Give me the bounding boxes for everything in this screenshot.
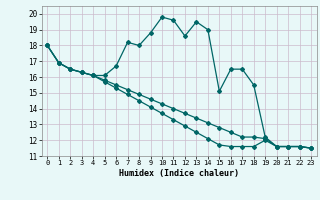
X-axis label: Humidex (Indice chaleur): Humidex (Indice chaleur) bbox=[119, 169, 239, 178]
